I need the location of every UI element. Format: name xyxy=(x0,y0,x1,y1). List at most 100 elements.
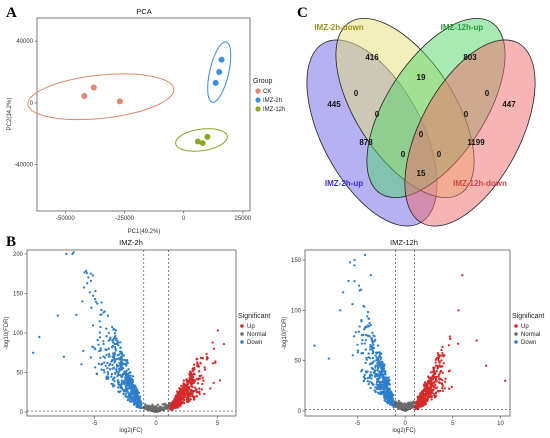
volcano-point-up xyxy=(432,393,436,396)
volcano-point-up xyxy=(191,368,194,371)
volcano-point-down xyxy=(105,327,108,330)
volcano-ytick-label: 50 xyxy=(16,371,23,377)
volcano-point-down xyxy=(108,368,112,371)
volcano-point-up xyxy=(195,394,198,398)
volcano-point-down xyxy=(94,366,97,369)
volcano-point-down xyxy=(378,355,381,359)
volcano-point-down xyxy=(98,349,101,353)
venn-region-count: 0 xyxy=(485,89,490,98)
volcano-point-down xyxy=(135,403,138,406)
volcano-point-down xyxy=(117,379,120,382)
volcano-point-up xyxy=(173,399,176,403)
volcano-point-down xyxy=(372,343,375,346)
volcano-point-down xyxy=(376,366,380,369)
volcano-point-down xyxy=(377,362,380,365)
pca-xtick-label: 0 xyxy=(182,216,186,222)
volcano-point-up xyxy=(200,388,204,391)
volcano-point-up xyxy=(185,383,189,386)
volcano-point-down xyxy=(122,354,125,357)
volcano-ytick-label: 0 xyxy=(298,409,302,415)
volcano-point-down xyxy=(376,386,380,389)
volcano-point-up xyxy=(457,309,460,312)
volcano-point-down xyxy=(116,381,120,384)
volcano-point-down xyxy=(382,369,385,372)
volcano-point-down xyxy=(351,354,354,357)
venn-region-count: 447 xyxy=(502,100,516,109)
venn-region-count: 0 xyxy=(354,89,359,98)
volcano-point-down xyxy=(367,317,371,320)
volcano-point-down xyxy=(383,393,386,397)
volcano-point-down xyxy=(114,347,117,351)
volcano-point-down xyxy=(382,391,385,395)
volcano-point-down xyxy=(115,368,118,371)
volcano-point-down xyxy=(386,382,389,386)
volcano-point-down xyxy=(127,368,130,371)
venn-region-count: 0 xyxy=(419,130,424,139)
volcano-point-normal xyxy=(148,405,151,408)
volcano-point-up xyxy=(177,398,180,401)
volcano-point-down xyxy=(106,361,109,365)
volcano-point-up xyxy=(211,362,215,365)
venn-set-label: IMZ-2h-down xyxy=(314,23,363,32)
volcano-point-down xyxy=(99,325,102,329)
volcano-ytick-label: 50 xyxy=(294,359,301,365)
volcano-xtick-label: -5 xyxy=(92,421,98,427)
volcano-point-down xyxy=(374,386,378,389)
volcano-point-down xyxy=(360,352,363,355)
volcano-point-down xyxy=(365,356,368,360)
volcano-point-up xyxy=(198,392,201,395)
volcano-point-down xyxy=(91,294,95,297)
volcano-point-up xyxy=(429,376,433,379)
volcano-point-down xyxy=(117,372,120,376)
volcano-point-normal xyxy=(401,406,405,409)
volcano-point-up xyxy=(434,391,438,394)
volcano-point-down xyxy=(91,345,94,348)
volcano-point-up xyxy=(179,399,183,403)
volcano-point-normal xyxy=(146,408,149,411)
volcano-point-down xyxy=(123,358,126,362)
volcano-point-down xyxy=(140,406,143,409)
volcano-point-up xyxy=(423,383,426,386)
volcano-point-down xyxy=(99,356,102,360)
volcano-point-down xyxy=(100,308,103,312)
volcano-point-down xyxy=(128,371,131,374)
volcano-point-down xyxy=(360,370,363,373)
volcano-point-down xyxy=(65,252,68,256)
volcano-point-up xyxy=(196,363,200,367)
volcano-point-down xyxy=(380,360,384,363)
volcano-point-down xyxy=(102,368,105,372)
volcano-point-up xyxy=(432,369,436,372)
volcano-point-down xyxy=(388,387,391,391)
volcano-point-down xyxy=(367,382,370,386)
volcano-point-down xyxy=(122,390,126,393)
volcano-point-up xyxy=(194,379,197,382)
pca-xlabel: PC1(49.2%) xyxy=(128,229,161,235)
volcano-point-down xyxy=(125,360,128,363)
volcano-point-up xyxy=(422,395,425,399)
volcano-point-down xyxy=(347,279,350,283)
volcano-legend-swatch xyxy=(240,332,244,336)
volcano-point-down xyxy=(89,279,93,283)
volcano-point-normal xyxy=(150,408,153,411)
venn-region-count: 0 xyxy=(464,110,469,119)
volcano-point-normal xyxy=(407,401,410,404)
panel-a-letter: A xyxy=(6,5,17,21)
volcano-point-down xyxy=(106,367,109,370)
volcano-point-down xyxy=(370,362,373,365)
volcano-point-up xyxy=(182,379,185,382)
volcano-legend-label: Normal xyxy=(247,332,266,338)
volcano-point-up xyxy=(433,372,437,376)
volcano-point-down xyxy=(108,355,111,358)
volcano-point-down xyxy=(341,291,345,294)
volcano-point-up xyxy=(196,382,200,385)
volcano-point-down xyxy=(98,336,102,339)
volcano-point-down xyxy=(356,343,359,346)
volcano-xtick-label: 10 xyxy=(497,421,504,427)
volcano-point-down xyxy=(119,364,123,368)
volcano-point-down xyxy=(384,370,387,374)
volcano-point-down xyxy=(370,348,374,351)
volcano-point-down xyxy=(104,348,107,351)
volcano-point-down xyxy=(378,381,381,385)
